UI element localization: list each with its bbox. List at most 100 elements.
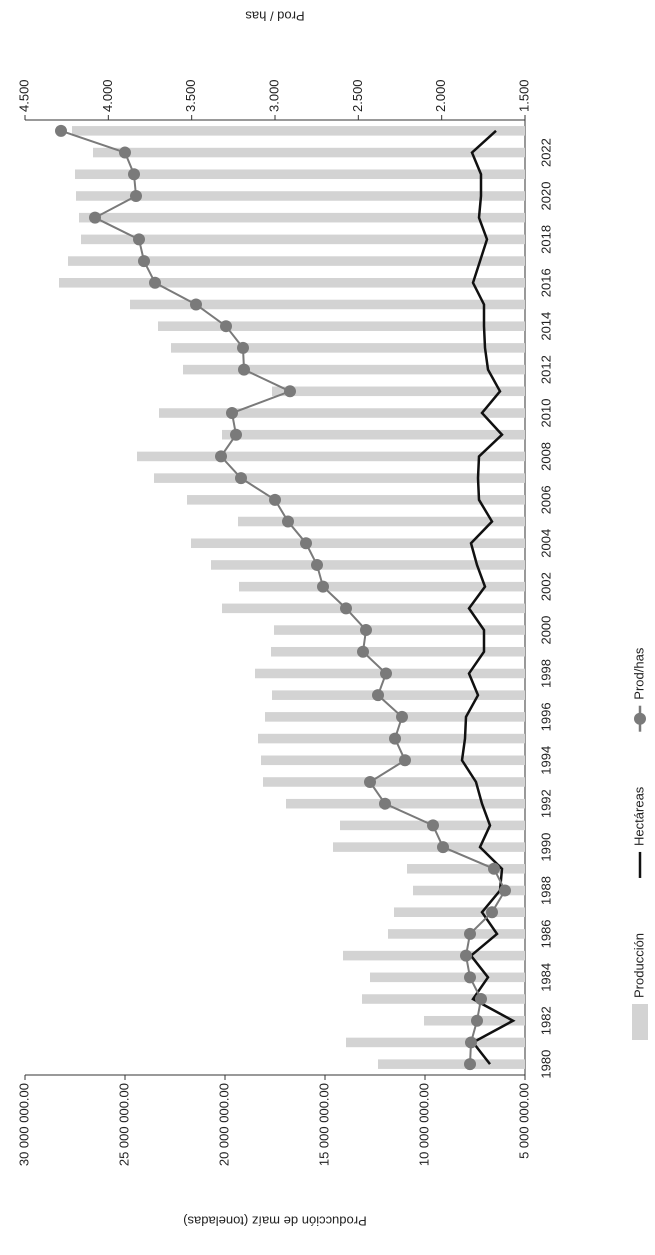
bar bbox=[263, 777, 525, 787]
marker bbox=[269, 493, 281, 506]
bar bbox=[265, 712, 525, 722]
x-tick-label: 1986 bbox=[538, 919, 553, 948]
x-tick-label: 1982 bbox=[538, 1006, 553, 1035]
bar bbox=[238, 516, 525, 527]
y2-tick-label: 2.000 bbox=[433, 79, 448, 112]
marker bbox=[465, 1036, 477, 1049]
marker bbox=[138, 255, 150, 268]
bar bbox=[239, 581, 525, 592]
marker bbox=[396, 710, 408, 723]
marker bbox=[372, 689, 384, 702]
marker bbox=[300, 537, 312, 550]
bar bbox=[154, 473, 525, 483]
line bbox=[60, 129, 507, 1065]
legend-marker bbox=[634, 712, 646, 725]
line bbox=[460, 129, 516, 1065]
x-tick-label: 2012 bbox=[538, 355, 553, 384]
bar bbox=[158, 321, 525, 331]
bar bbox=[370, 972, 525, 983]
marker bbox=[230, 428, 242, 441]
x-tick-label: 2000 bbox=[538, 616, 553, 645]
x-tick-label: 1992 bbox=[538, 789, 553, 818]
bar bbox=[333, 842, 525, 852]
legend-label: Producción bbox=[631, 933, 646, 998]
bar bbox=[79, 212, 525, 223]
bar bbox=[183, 364, 525, 375]
marker bbox=[190, 298, 202, 311]
y-tick-label: 30 000 000.00 bbox=[16, 1083, 31, 1166]
bar bbox=[72, 126, 525, 136]
marker bbox=[379, 797, 391, 810]
bar bbox=[362, 994, 525, 1004]
bar bbox=[286, 798, 525, 809]
x-tick-label: 1996 bbox=[538, 702, 553, 731]
x-tick-label: 2022 bbox=[538, 138, 553, 167]
bar bbox=[68, 256, 525, 266]
y2-tick-label: 3.500 bbox=[183, 79, 198, 112]
rotated-chart: 5 000 000.00 10 000 000.00 15 000 000.00 20… bbox=[16, 9, 648, 1229]
marker bbox=[471, 1014, 483, 1027]
legend-label: Prod/has bbox=[631, 647, 646, 700]
bar bbox=[388, 929, 525, 939]
y2-tick-label: 1.500 bbox=[516, 79, 531, 112]
marker bbox=[149, 276, 161, 289]
marker bbox=[499, 884, 511, 897]
bar bbox=[343, 950, 525, 961]
x-tick-label: 2018 bbox=[538, 225, 553, 254]
marker bbox=[437, 841, 449, 854]
marker bbox=[311, 558, 323, 571]
marker bbox=[282, 515, 294, 528]
marker bbox=[317, 580, 329, 593]
marker bbox=[427, 819, 439, 832]
x-tick-label: 2002 bbox=[538, 572, 553, 601]
y2-tick-label: 4.000 bbox=[100, 79, 115, 112]
bar bbox=[222, 429, 525, 440]
bar bbox=[378, 1059, 525, 1069]
marker bbox=[237, 341, 249, 354]
y2-tick-label: 3.000 bbox=[266, 79, 281, 112]
bar bbox=[93, 147, 525, 158]
bar bbox=[159, 408, 525, 418]
x-tick-label: 1990 bbox=[538, 833, 553, 862]
marker bbox=[89, 211, 101, 224]
x-tick-label: 2008 bbox=[538, 442, 553, 471]
x-tick-label: 2016 bbox=[538, 268, 553, 297]
bar bbox=[81, 234, 525, 245]
bar bbox=[171, 343, 525, 353]
x-tick-label: 1994 bbox=[538, 746, 553, 775]
marker bbox=[235, 472, 247, 485]
x-tick-label: 1988 bbox=[538, 876, 553, 905]
bar bbox=[59, 278, 525, 288]
x-tick-label: 2010 bbox=[538, 399, 553, 428]
marker bbox=[340, 602, 352, 615]
bar bbox=[272, 690, 525, 700]
marker bbox=[460, 949, 472, 962]
y2-tick-label: 2.500 bbox=[350, 79, 365, 112]
marker bbox=[215, 450, 227, 463]
bar bbox=[130, 299, 525, 310]
y-tick-label: 10 000 000.00 bbox=[416, 1083, 431, 1166]
x-tick-label: 2014 bbox=[538, 312, 553, 341]
bar bbox=[75, 169, 525, 180]
marker bbox=[238, 363, 250, 376]
x-tick-label: 1980 bbox=[538, 1050, 553, 1079]
bar bbox=[137, 451, 525, 462]
marker bbox=[475, 993, 487, 1006]
marker bbox=[364, 775, 376, 788]
x-tick-label: 2006 bbox=[538, 485, 553, 514]
marker bbox=[357, 645, 369, 658]
x-tick-label: 2020 bbox=[538, 182, 553, 211]
marker bbox=[380, 667, 392, 680]
y-tick-label: 15 000 000.00 bbox=[316, 1083, 331, 1166]
marker bbox=[284, 385, 296, 398]
marker bbox=[128, 168, 140, 181]
bar bbox=[272, 386, 525, 397]
bar bbox=[76, 191, 525, 201]
bar bbox=[274, 625, 525, 635]
legend-label: Hectáreas bbox=[631, 786, 646, 846]
y-axis-title: Producción de maíz (toneladas) bbox=[183, 1214, 367, 1229]
y2-tick-label: 4.500 bbox=[16, 79, 31, 112]
y-tick-label: 5 000 000.00 bbox=[516, 1083, 531, 1159]
x-tick-label: 2004 bbox=[538, 529, 553, 558]
